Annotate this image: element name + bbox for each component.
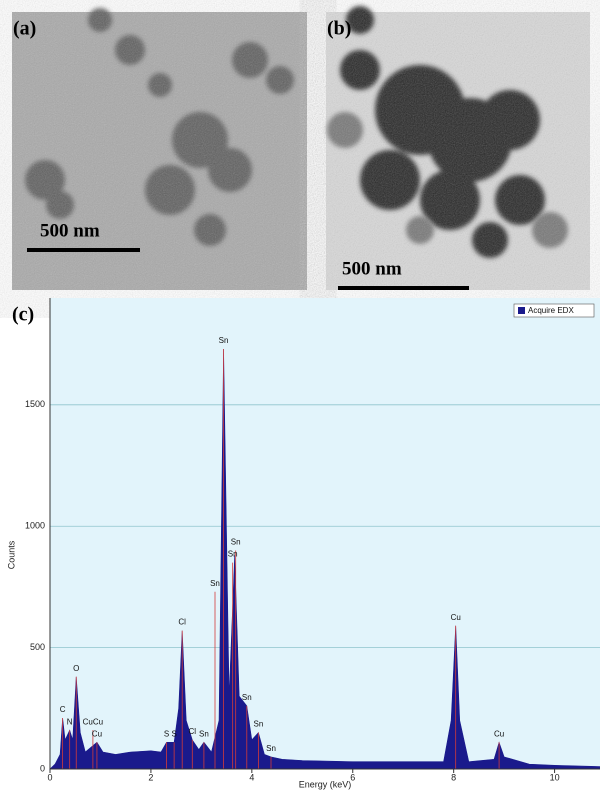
legend-label: Acquire EDX bbox=[528, 306, 574, 315]
y-tick-label: 1500 bbox=[25, 399, 45, 409]
peak-label: Sn bbox=[219, 336, 229, 345]
peak-label: Sn bbox=[210, 579, 220, 588]
x-tick-label: 4 bbox=[249, 772, 254, 782]
peak-label: Sn bbox=[199, 729, 209, 738]
panel-label: (a) bbox=[13, 18, 36, 40]
tem-image-a: (a) 500 nm bbox=[12, 8, 307, 290]
y-tick-label: 0 bbox=[40, 763, 45, 773]
scale-bar bbox=[27, 248, 140, 252]
x-tick-label: 8 bbox=[451, 772, 456, 782]
tem-image-b: (b) 500 nm bbox=[326, 6, 590, 290]
legend-box bbox=[513, 303, 595, 318]
panel-label: (c) bbox=[12, 304, 34, 326]
x-tick-label: 6 bbox=[350, 772, 355, 782]
peak-label: Sn bbox=[242, 693, 252, 702]
x-tick-label: 10 bbox=[550, 772, 560, 782]
peak-label: Sn bbox=[266, 744, 276, 753]
peak-label: N bbox=[67, 717, 73, 726]
plot-area bbox=[50, 298, 600, 769]
x-tick-label: 0 bbox=[47, 772, 52, 782]
peak-label: Sn bbox=[253, 720, 263, 729]
panel-label: (b) bbox=[327, 18, 351, 40]
peak-label: C bbox=[60, 705, 66, 714]
peak-label: Cu bbox=[451, 613, 461, 622]
peak-label: Cl bbox=[189, 727, 197, 736]
peak-label: Sn bbox=[231, 538, 241, 547]
peak-label: S bbox=[171, 729, 176, 738]
scale-bar bbox=[338, 286, 469, 290]
scale-bar-label: 500 nm bbox=[40, 220, 100, 241]
x-tick-label: 2 bbox=[148, 772, 153, 782]
y-axis-label: Counts bbox=[6, 540, 16, 569]
x-axis-label: Energy (keV) bbox=[299, 779, 352, 789]
peak-label: Sn bbox=[228, 550, 238, 559]
scale-bar-label: 500 nm bbox=[342, 258, 402, 279]
peak-label: O bbox=[73, 664, 79, 673]
peak-label: Cu bbox=[494, 729, 504, 738]
legend-swatch bbox=[518, 307, 525, 314]
peak-label: CuCu bbox=[83, 717, 103, 726]
peak-label: S bbox=[164, 729, 169, 738]
y-tick-label: 1000 bbox=[25, 521, 45, 531]
spectrum-area bbox=[49, 348, 600, 770]
peak-label: Cu bbox=[92, 729, 102, 738]
peak-label: Cl bbox=[178, 618, 186, 627]
y-tick-label: 500 bbox=[30, 642, 45, 652]
